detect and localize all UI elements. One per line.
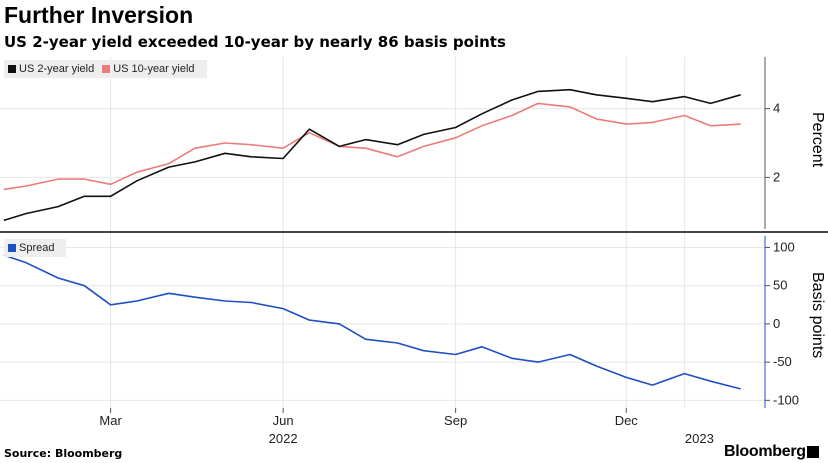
legend-label-us10: US 10-year yield (113, 63, 195, 75)
legend-item-us2: US 2-year yield (8, 63, 94, 75)
legend-swatch-us2 (8, 65, 16, 73)
x-year-label: 2022 (269, 431, 298, 446)
legend-item-us10: US 10-year yield (102, 63, 195, 75)
brand-logo: Bloomberg (724, 443, 806, 460)
bottom-y-tick-label: 0 (773, 316, 780, 331)
legend-item-spread: Spread (8, 242, 54, 254)
top-legend: US 2-year yield US 10-year yield (4, 60, 207, 78)
chart-title: Further Inversion (4, 2, 194, 28)
chart-subtitle: US 2-year yield exceeded 10-year by near… (4, 33, 506, 51)
top-y-tick-label: 4 (773, 101, 780, 116)
x-tick-label: Dec (615, 413, 639, 428)
legend-label-spread: Spread (19, 242, 55, 254)
series-line-spread (3, 254, 741, 390)
bottom-y-tick-label: 100 (773, 239, 795, 254)
top-y-axis-label: Percent (809, 112, 826, 168)
series-line-us-10-year-yield (3, 102, 741, 191)
x-tick-label: Sep (444, 413, 467, 428)
x-tick-label: Jun (273, 413, 294, 428)
legend-swatch-spread (8, 244, 16, 252)
legend-swatch-us10 (102, 65, 111, 73)
x-tick-label: Mar (99, 413, 122, 428)
top-y-tick-label: 2 (773, 169, 780, 184)
legend-label-us2: US 2-year yield (19, 63, 95, 75)
bottom-y-tick-label: -100 (773, 392, 799, 407)
brand-mark-icon (807, 446, 819, 458)
series-line-us-2-year-yield (3, 88, 741, 222)
bottom-legend: Spread (4, 239, 67, 257)
bottom-y-tick-label: 50 (773, 278, 787, 293)
bottom-y-tick-label: -50 (773, 354, 792, 369)
bottom-y-axis-label: Basis points (809, 272, 826, 359)
x-year-label: 2023 (685, 431, 714, 446)
source-note: Source: Bloomberg (4, 447, 123, 460)
